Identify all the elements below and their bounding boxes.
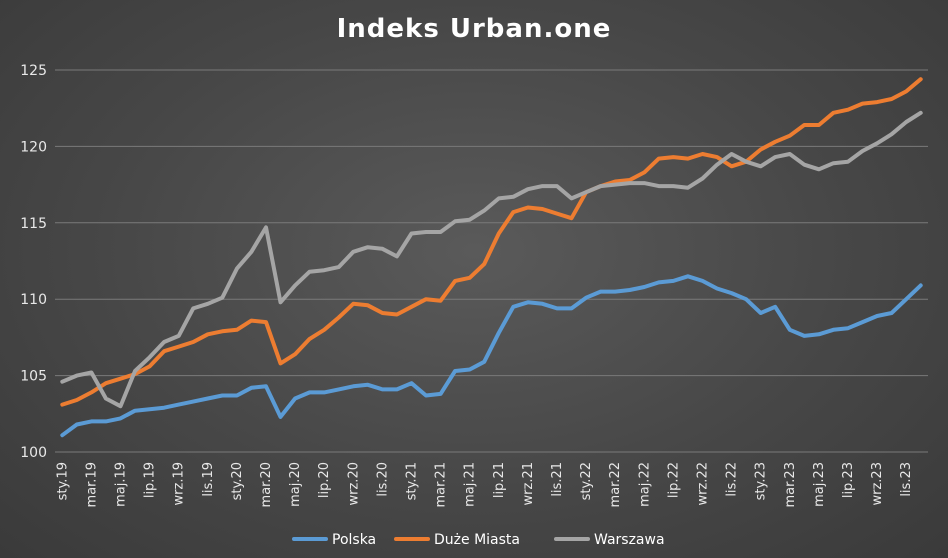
x-tick-label: lis.23 <box>899 462 914 497</box>
x-tick-label: wrz.21 <box>521 462 536 505</box>
x-tick-label: lis.19 <box>201 462 216 497</box>
x-tick-label: maj.20 <box>288 462 303 507</box>
x-tick-label: lis.21 <box>550 462 565 497</box>
x-tick-label: sty.23 <box>754 462 769 500</box>
series-line-1 <box>60 274 923 438</box>
y-tick-label: 105 <box>20 369 47 385</box>
x-tick-label: mar.22 <box>608 462 623 507</box>
y-tick-label: 100 <box>20 445 47 461</box>
y-tick-label: 110 <box>20 292 47 308</box>
x-tick-label: wrz.23 <box>870 462 885 505</box>
series-lines <box>60 77 923 438</box>
x-tick-label: lis.20 <box>375 462 390 497</box>
x-tick-label: sty.20 <box>230 462 245 500</box>
y-tick-label: 120 <box>20 139 47 155</box>
legend-label: Polska <box>332 532 376 548</box>
x-tick-label: mar.21 <box>434 462 449 507</box>
x-tick-label: wrz.19 <box>172 462 187 505</box>
x-tick-label: lip.19 <box>143 462 158 498</box>
x-tick-label: lip.20 <box>317 462 332 498</box>
x-tick-label: mar.20 <box>259 462 274 507</box>
x-tick-label: lip.21 <box>492 462 507 498</box>
legend-label: Duże Miasta <box>434 532 520 548</box>
series-line-2 <box>60 77 923 407</box>
x-tick-label: lip.22 <box>666 462 681 498</box>
x-tick-label: sty.22 <box>579 462 594 500</box>
x-axis-tick-labels: sty.19 mar.19 maj.19 lip.19 wrz.19 lis.19 sty.… <box>55 462 914 507</box>
x-tick-label: lip.23 <box>841 462 856 498</box>
legend: Polska Duże Miasta Warszawa <box>292 532 665 548</box>
chart-title: Indeks Urban.one <box>337 14 612 44</box>
x-tick-label: sty.19 <box>55 462 70 500</box>
x-tick-label: maj.19 <box>113 462 128 507</box>
x-tick-label: wrz.22 <box>695 462 710 505</box>
x-tick-label: wrz.20 <box>346 462 361 505</box>
series-line-3 <box>60 110 923 409</box>
x-tick-label: sty.21 <box>404 462 419 500</box>
y-axis-tick-labels: 100 105 110 115 120 125 <box>20 63 47 461</box>
x-tick-label: maj.21 <box>463 462 478 507</box>
x-tick-label: maj.22 <box>637 462 652 507</box>
legend-label: Warszawa <box>594 532 665 548</box>
gridlines <box>55 69 928 453</box>
x-tick-label: lis.22 <box>725 462 740 497</box>
x-tick-label: mar.23 <box>783 462 798 507</box>
y-tick-label: 115 <box>20 216 47 232</box>
x-tick-label: maj.23 <box>812 462 827 507</box>
x-tick-label: mar.19 <box>84 462 99 507</box>
y-tick-label: 125 <box>20 63 47 79</box>
